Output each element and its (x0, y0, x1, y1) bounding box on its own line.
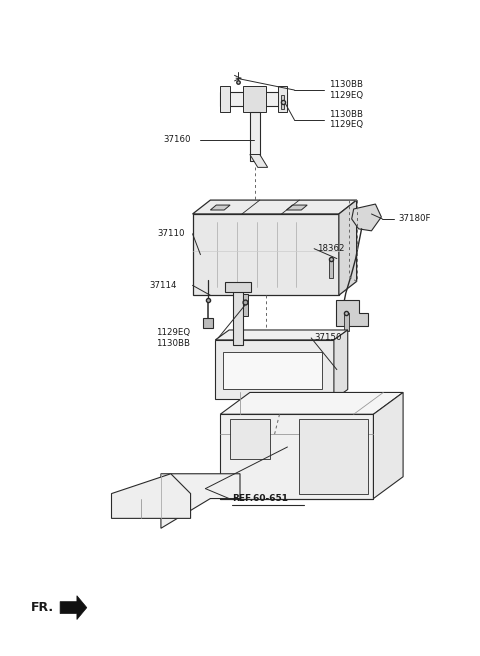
Text: 1129EQ
1130BB: 1129EQ 1130BB (156, 328, 190, 348)
Polygon shape (250, 154, 268, 167)
Polygon shape (192, 200, 357, 214)
Bar (220, 414, 373, 499)
Circle shape (140, 495, 152, 508)
Polygon shape (220, 392, 403, 414)
Polygon shape (220, 86, 230, 112)
Polygon shape (373, 392, 403, 499)
Polygon shape (243, 86, 266, 112)
Polygon shape (161, 474, 240, 528)
Polygon shape (300, 419, 369, 493)
Bar (280, 95, 285, 109)
Bar (243, 295, 248, 316)
Bar (192, 214, 339, 295)
Polygon shape (334, 330, 348, 400)
Circle shape (291, 400, 297, 406)
Polygon shape (225, 282, 251, 293)
Text: 37180F: 37180F (398, 215, 431, 224)
Polygon shape (250, 112, 260, 161)
Polygon shape (111, 474, 191, 518)
Text: REF.60-651: REF.60-651 (232, 494, 288, 503)
Polygon shape (339, 200, 357, 295)
Text: 37150: 37150 (314, 333, 342, 342)
Text: 18362: 18362 (317, 244, 345, 253)
Polygon shape (230, 419, 270, 459)
Text: 37110: 37110 (157, 230, 184, 238)
Polygon shape (210, 205, 230, 210)
Bar (216, 340, 334, 400)
Polygon shape (287, 205, 307, 210)
Polygon shape (352, 204, 381, 231)
Polygon shape (204, 318, 213, 328)
Polygon shape (336, 300, 369, 326)
Text: 37160: 37160 (163, 135, 191, 144)
Polygon shape (220, 92, 288, 106)
Polygon shape (277, 86, 288, 112)
Text: 1130BB
1129EQ: 1130BB 1129EQ (329, 110, 363, 129)
Text: 37114: 37114 (149, 281, 177, 290)
Polygon shape (233, 285, 243, 345)
Text: 1130BB
1129EQ: 1130BB 1129EQ (329, 80, 363, 100)
Circle shape (177, 489, 185, 497)
Bar (329, 258, 333, 278)
Bar (223, 352, 322, 390)
Bar (344, 313, 349, 331)
Polygon shape (60, 596, 87, 619)
Circle shape (288, 396, 301, 410)
Text: FR.: FR. (30, 601, 54, 614)
Polygon shape (216, 330, 348, 340)
